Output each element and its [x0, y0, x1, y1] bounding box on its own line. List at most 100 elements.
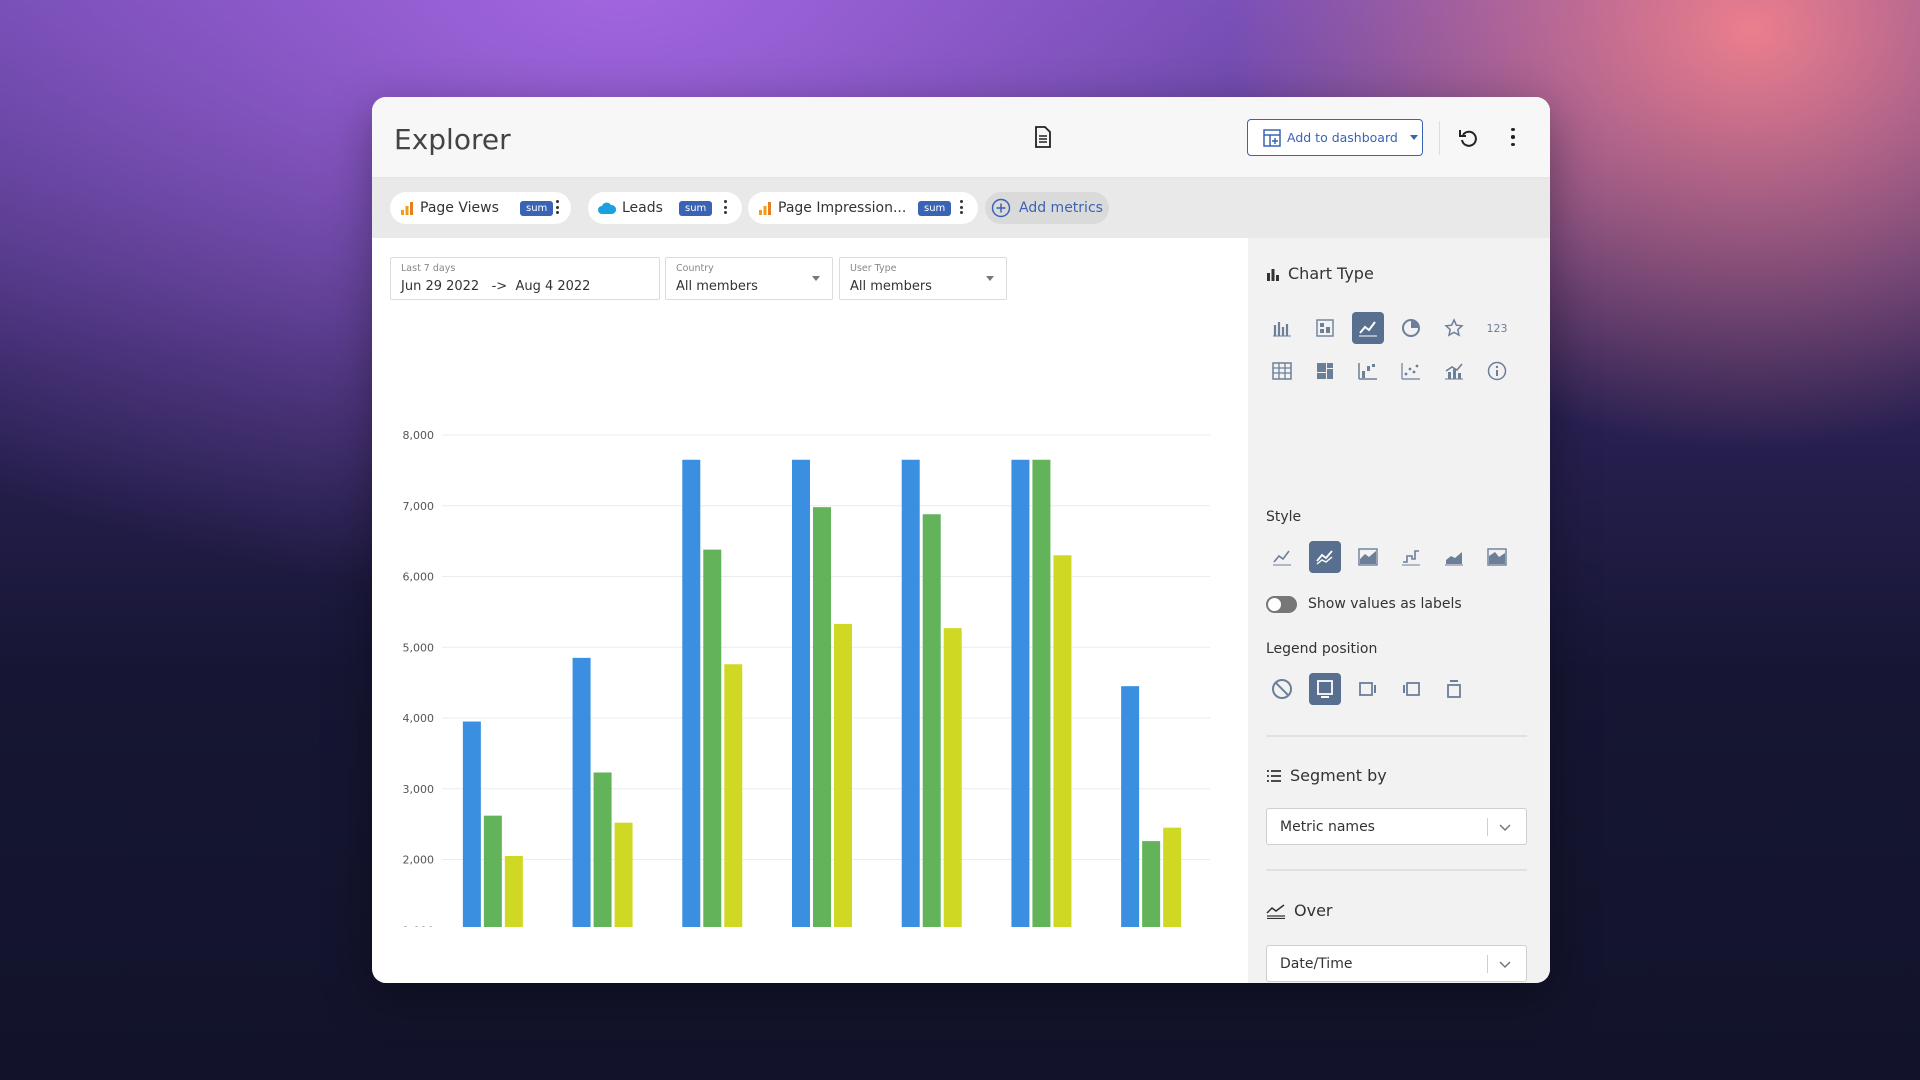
aggregation-badge[interactable]: sum [520, 201, 554, 216]
y-tick-label: 5,000 [403, 641, 435, 654]
chevron-down-icon [1499, 961, 1511, 969]
section-divider [1266, 869, 1527, 871]
add-metrics-button[interactable]: Add metrics [985, 192, 1109, 224]
bar-leads [922, 514, 941, 927]
stacked-area-style-icon[interactable] [1438, 541, 1470, 573]
aggregation-badge[interactable]: sum [918, 201, 952, 216]
filter-caption: Country [676, 263, 714, 274]
bar-page-impressions [614, 822, 633, 927]
bar-page-impressions [1163, 827, 1182, 927]
y-tick-label: 2,000 [403, 854, 435, 867]
bar-page-views [572, 657, 591, 927]
chevron-down-icon [986, 276, 994, 281]
bar-page-impressions [834, 623, 852, 927]
header: Explorer Add to dashboard [372, 97, 1550, 178]
over-select[interactable]: Date/Time [1266, 945, 1527, 982]
column-chart-icon[interactable] [1266, 312, 1298, 344]
explorer-window: Explorer Add to dashboard Page Views sum [372, 97, 1550, 983]
bar-page-impressions [724, 664, 743, 927]
salesforce-cloud-icon [598, 202, 616, 214]
waterfall-chart-icon[interactable] [1352, 355, 1384, 387]
table-icon[interactable] [1266, 355, 1298, 387]
segment-by-title: Segment by [1290, 766, 1387, 785]
date-range-filter[interactable]: Last 7 days Jun 29 2022 -> Aug 4 2022 [390, 257, 660, 300]
metric-pill-page-impressions[interactable]: Page Impression... sum [748, 192, 978, 224]
info-icon[interactable] [1481, 355, 1513, 387]
treemap-icon[interactable] [1309, 355, 1341, 387]
bar-page-views [901, 459, 920, 927]
bar-leads [1032, 459, 1051, 927]
user-type-filter[interactable]: User Type All members [839, 257, 1007, 300]
page-title: Explorer [394, 123, 511, 156]
chevron-down-icon [1409, 135, 1418, 140]
bar-leads [1142, 841, 1161, 927]
legend-right-icon[interactable] [1352, 673, 1384, 705]
bar-chart: 01,0002,0003,0004,0005,0006,0007,0008,00… [403, 429, 1210, 927]
add-to-dashboard-label: Add to dashboard [1287, 130, 1398, 145]
select-separator [1487, 818, 1488, 836]
document-icon[interactable] [1032, 125, 1054, 149]
y-tick-label: 6,000 [403, 571, 435, 584]
over-heading: Over [1266, 901, 1332, 920]
line-style-icon[interactable] [1266, 541, 1298, 573]
metric-menu-icon[interactable] [554, 200, 560, 216]
country-filter[interactable]: Country All members [665, 257, 833, 300]
pie-chart-icon[interactable] [1395, 312, 1427, 344]
show-values-toggle[interactable] [1266, 596, 1297, 613]
section-divider [1266, 735, 1527, 737]
segment-by-select[interactable]: Metric names [1266, 808, 1527, 845]
bar-page-impressions [943, 628, 962, 927]
add-to-dashboard-button[interactable]: Add to dashboard [1247, 119, 1423, 156]
show-values-label: Show values as labels [1308, 596, 1462, 612]
filter-caption: Last 7 days [401, 263, 456, 274]
legend-top-icon[interactable] [1438, 673, 1470, 705]
line-chart-icon[interactable] [1352, 312, 1384, 344]
plus-circle-icon [991, 198, 1011, 218]
area-style-icon[interactable] [1352, 541, 1384, 573]
aggregation-badge[interactable]: sum [679, 201, 713, 216]
bar-leads [703, 549, 722, 927]
filter-value: Jun 29 2022 -> Aug 4 2022 [401, 279, 591, 294]
metric-label: Page Impression... [778, 200, 907, 216]
refresh-icon[interactable] [1457, 126, 1481, 150]
metric-pill-leads[interactable]: Leads sum [588, 192, 742, 224]
metrics-bar: Page Views sum Leads sum Page Impression… [372, 178, 1550, 238]
no-legend-icon[interactable] [1266, 673, 1298, 705]
star-icon[interactable] [1438, 312, 1470, 344]
more-options-icon[interactable] [1508, 126, 1518, 148]
dashboard-icon [1263, 128, 1281, 147]
chevron-down-icon [1499, 824, 1511, 832]
chevron-down-icon [812, 276, 820, 281]
add-metrics-label: Add metrics [1019, 200, 1103, 216]
metric-label: Page Views [420, 200, 499, 216]
list-icon [1267, 769, 1281, 782]
metric-menu-icon[interactable] [722, 200, 728, 216]
bar-leads [813, 507, 831, 927]
filter-caption: User Type [850, 263, 897, 274]
combo-chart-icon[interactable] [1438, 355, 1470, 387]
bar-chart-orange-icon [401, 202, 413, 215]
number-display-icon[interactable]: 123 [1486, 321, 1508, 335]
metric-label: Leads [622, 200, 663, 216]
header-divider [1439, 121, 1440, 155]
bar-page-views [792, 459, 810, 927]
metric-pill-page-views[interactable]: Page Views sum [390, 192, 571, 224]
bar-page-views [462, 721, 481, 927]
line-markers-style-icon[interactable] [1309, 541, 1341, 573]
filled-area-style-icon[interactable] [1481, 541, 1513, 573]
stacked-bar-icon[interactable] [1309, 312, 1341, 344]
bar-page-views [682, 459, 701, 927]
y-tick-label: 8,000 [403, 429, 435, 442]
chart-settings-panel: Chart Type 123 [1248, 238, 1550, 983]
legend-bottom-icon[interactable] [1309, 673, 1341, 705]
step-line-style-icon[interactable] [1395, 541, 1427, 573]
legend-position-heading: Legend position [1266, 641, 1378, 657]
bar-page-views [1121, 686, 1140, 927]
toggle-knob [1268, 598, 1281, 611]
metric-menu-icon[interactable] [958, 200, 964, 216]
legend-left-icon[interactable] [1395, 673, 1427, 705]
scatter-plot-icon[interactable] [1395, 355, 1427, 387]
y-tick-label: 1,000 [403, 924, 435, 927]
chart-type-heading: Chart Type [1266, 264, 1374, 283]
segment-by-heading: Segment by [1266, 766, 1387, 785]
